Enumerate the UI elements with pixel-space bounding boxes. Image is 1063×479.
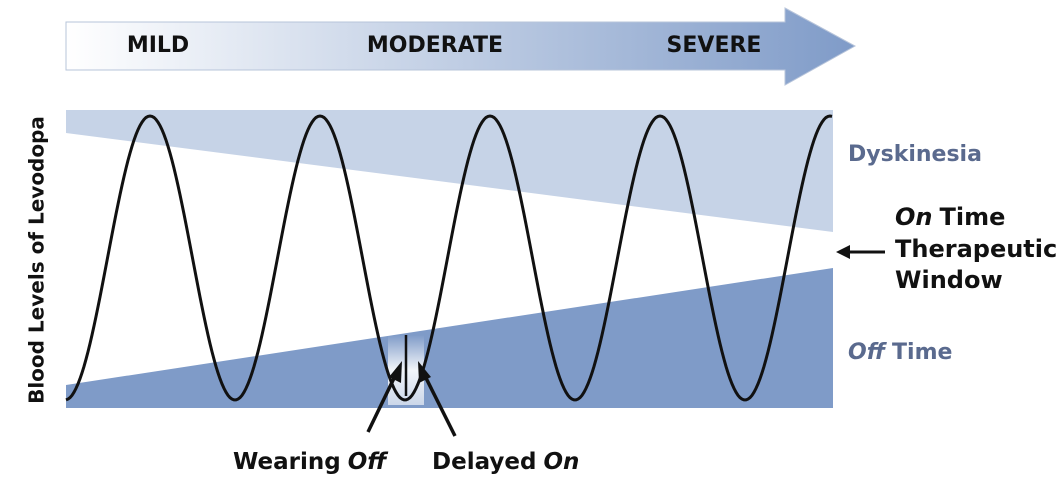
time-word: Time — [940, 203, 1006, 231]
delayed-on-arrow — [421, 371, 457, 437]
off-time-label: Off Time — [848, 340, 952, 365]
wearing-word: Wearing — [233, 449, 341, 475]
time-word: Time — [892, 340, 952, 365]
wearing-off-arrowhead — [389, 361, 402, 383]
stage-label: MODERATE — [367, 33, 503, 58]
off-region — [66, 268, 833, 408]
progression-arrow — [65, 7, 857, 86]
stage-label: MILD — [127, 33, 189, 58]
wearing-off-arrow — [366, 371, 399, 433]
off-word: Off — [848, 340, 888, 365]
on-word: On — [543, 449, 579, 475]
levodopa-curve — [65, 114, 833, 402]
off-word: Off — [348, 449, 390, 475]
dyskinesia-region — [66, 110, 833, 232]
stage-label: SEVERE — [667, 33, 762, 58]
window-label: Window — [895, 266, 1003, 294]
therapeutic-label: Therapeutic — [895, 235, 1057, 263]
delayed-on-arrowhead — [418, 361, 431, 383]
delayed-word: Delayed — [432, 449, 536, 475]
delayed-on-label: Delayed On — [432, 449, 579, 475]
y-axis-label: Blood Levels of Levodopa — [25, 116, 49, 404]
dyskinesia-label: Dyskinesia — [848, 142, 982, 167]
wearing-off-label: Wearing Off — [233, 449, 389, 475]
on-time-label: On Time — [895, 203, 1005, 231]
on-word: On — [895, 203, 933, 231]
window-arrowhead — [836, 245, 850, 259]
